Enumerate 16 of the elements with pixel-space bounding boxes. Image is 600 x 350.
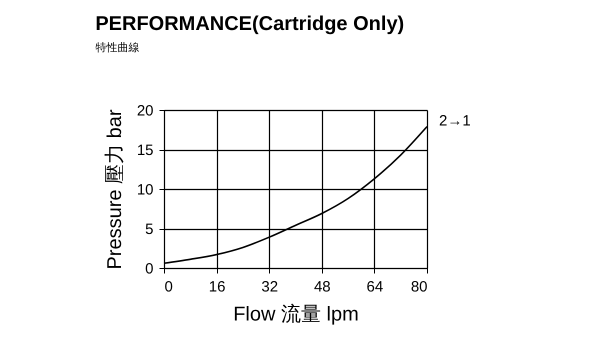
x-tick-label: 32 [261,278,278,296]
chart-title: PERFORMANCE(Cartridge Only) [95,13,404,35]
x-axis-title: Flow 流量 lpm [233,304,359,326]
x-tick-label: 0 [164,278,173,296]
x-tick-label: 48 [314,278,331,296]
y-tick-label: 5 [145,221,154,238]
y-tick-label: 20 [136,102,154,120]
y-tick-label: 0 [145,260,154,278]
series-label: 2→1 [439,112,471,130]
y-tick-label: 15 [136,142,154,159]
chart-subtitle: 特性曲線 [95,41,140,54]
y-tick-label: 10 [136,182,154,198]
x-tick-label: 80 [410,278,428,296]
y-axis-title: Pressure 壓力 bar [104,109,126,270]
x-tick-label: 16 [208,278,226,296]
x-tick-label: 64 [366,278,384,296]
